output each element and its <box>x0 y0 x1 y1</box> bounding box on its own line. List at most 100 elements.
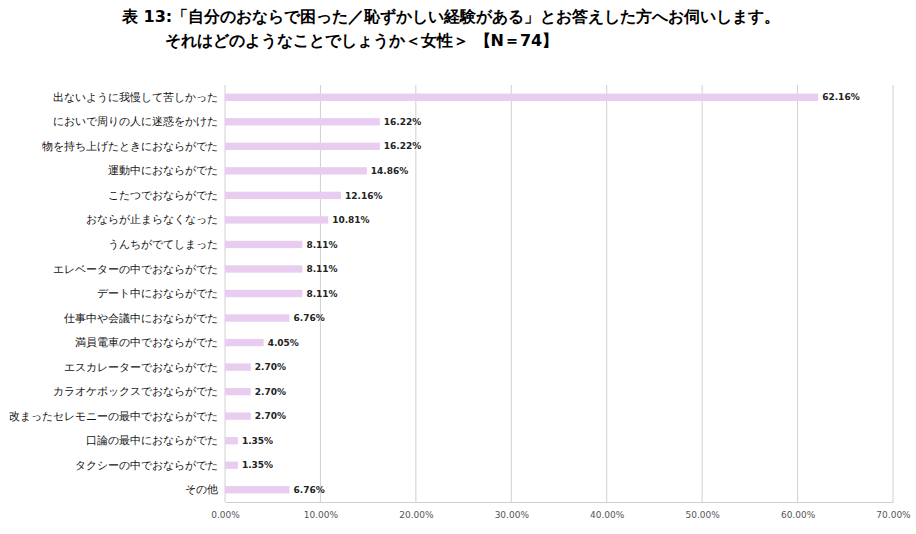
x-tick-label: 20.00% <box>399 510 434 520</box>
bars <box>225 94 818 494</box>
y-tick: 運動中におならがでた <box>108 164 225 177</box>
bar <box>225 167 367 174</box>
y-tick-label: デート中におならがでた <box>97 287 218 300</box>
title-line: それはどのようなことでしょうか＜女性＞ 【N＝74】 <box>165 31 558 50</box>
data-label: 12.16% <box>345 191 383 201</box>
bar <box>225 265 302 272</box>
data-label: 16.22% <box>384 117 422 127</box>
y-tick: デート中におならがでた <box>97 287 225 300</box>
data-label: 8.11% <box>306 240 337 250</box>
y-tick: カラオケボックスでおならがでた <box>53 385 225 398</box>
x-tick-label: 40.00% <box>590 510 625 520</box>
y-tick-label: こたつでおならがでた <box>108 189 218 202</box>
x-tick-label: 0.00% <box>211 510 240 520</box>
y-tick-label: 改まったセレモニーの最中でおならがでた <box>9 410 218 423</box>
x-tick-label: 10.00% <box>304 510 339 520</box>
bar <box>225 192 341 199</box>
y-tick: 満員電車の中でおならがでた <box>75 336 225 349</box>
data-label: 8.11% <box>306 264 337 274</box>
y-tick: エスカレーターでおならがでた <box>64 361 225 374</box>
data-label: 16.22% <box>384 141 422 151</box>
y-tick-label: エレベーターの中でおならがでた <box>53 262 218 275</box>
x-tick-label: 50.00% <box>685 510 720 520</box>
x-tick: 40.00% <box>590 502 625 520</box>
x-tick-label: 70.00% <box>876 510 911 520</box>
data-label: 62.16% <box>822 92 860 102</box>
y-tick-label: うんちがでてしまった <box>108 238 218 251</box>
y-tick: こたつでおならがでた <box>108 189 225 202</box>
x-axis: 0.00% 10.00% 20.00% 30.00% 40.00% 50.00% 60.00… <box>211 502 911 520</box>
data-label: 2.70% <box>255 362 286 372</box>
x-tick: 70.00% <box>876 502 911 520</box>
y-tick: タクシーの中でおならがでた <box>75 459 225 472</box>
grid-line <box>893 85 894 502</box>
y-tick-label: 物を持ち上げたときにおならがでた <box>42 140 218 153</box>
bar <box>225 363 251 370</box>
y-tick-label: 仕事中や会議中におならがでた <box>64 312 218 325</box>
plot: 62.16% 16.22% 16.22% 14.86% 12.16% 10.81% 8.11… <box>9 85 911 520</box>
y-tick-label: おならが止まらなくなった <box>86 213 218 226</box>
y-tick-label: その他 <box>185 483 218 496</box>
data-label: 1.35% <box>242 460 273 470</box>
data-label: 10.81% <box>332 215 370 225</box>
y-tick: 物を持ち上げたときにおならがでた <box>42 140 225 153</box>
data-label: 6.76% <box>294 313 325 323</box>
y-axis: 出ないように我慢して苦しかったにおいで周りの人に迷惑をかけた物を持ち上げたときに… <box>9 91 225 496</box>
bar <box>225 412 251 419</box>
grid-line <box>511 85 512 502</box>
y-tick-label: カラオケボックスでおならがでた <box>53 385 218 398</box>
bar <box>225 143 380 150</box>
data-label: 8.11% <box>306 289 337 299</box>
bar <box>225 462 238 469</box>
x-tick: 20.00% <box>399 502 434 520</box>
y-tick-label: においで周りの人に迷惑をかけた <box>53 115 218 128</box>
chart: 表 13:「自分のおならで困った／恥ずかしい経験がある」とお答えした方へお伺いし… <box>0 0 916 534</box>
data-label: 6.76% <box>294 485 325 495</box>
y-tick-label: タクシーの中でおならがでた <box>75 459 218 472</box>
x-tick-label: 60.00% <box>781 510 816 520</box>
y-tick-label: 口論の最中におならがでた <box>86 434 218 447</box>
data-labels: 62.16% 16.22% 16.22% 14.86% 12.16% 10.81% 8.11… <box>242 92 860 494</box>
x-tick: 50.00% <box>685 502 720 520</box>
x-tick: 60.00% <box>781 502 816 520</box>
x-tick-label: 30.00% <box>495 510 530 520</box>
grid <box>225 85 893 502</box>
y-tick: 口論の最中におならがでた <box>86 434 225 447</box>
y-tick: 仕事中や会議中におならがでた <box>64 312 225 325</box>
bar <box>225 94 818 101</box>
data-label: 1.35% <box>242 436 273 446</box>
bar <box>225 486 290 493</box>
x-tick: 30.00% <box>495 502 530 520</box>
x-axis-line <box>226 502 894 503</box>
x-tick: 10.00% <box>304 502 339 520</box>
bar <box>225 118 380 125</box>
data-label: 14.86% <box>371 166 409 176</box>
y-tick-label: 満員電車の中でおならがでた <box>75 336 218 349</box>
bar <box>225 339 264 346</box>
y-tick: 改まったセレモニーの最中でおならがでた <box>9 410 225 423</box>
bar <box>225 241 302 248</box>
y-tick-label: 出ないように我慢して苦しかった <box>53 91 218 104</box>
x-tick: 0.00% <box>211 502 240 520</box>
title-line: 表 13:「自分のおならで困った／恥ずかしい経験がある」とお答えした方へお伺いし… <box>121 7 780 26</box>
data-label: 4.05% <box>268 338 299 348</box>
bar <box>225 314 290 321</box>
grid-line <box>606 85 607 502</box>
bar <box>225 290 302 297</box>
bar <box>225 216 328 223</box>
bar <box>225 388 251 395</box>
y-tick: その他 <box>185 483 225 496</box>
y-tick: うんちがでてしまった <box>108 238 225 251</box>
data-label: 2.70% <box>255 411 286 421</box>
y-tick-label: エスカレーターでおならがでた <box>64 361 218 374</box>
bar <box>225 437 238 444</box>
y-tick-label: 運動中におならがでた <box>108 164 218 177</box>
y-tick: 出ないように我慢して苦しかった <box>53 91 225 104</box>
y-tick: おならが止まらなくなった <box>86 213 225 226</box>
y-tick: エレベーターの中でおならがでた <box>53 262 225 275</box>
data-label: 2.70% <box>255 387 286 397</box>
grid-line <box>797 85 798 502</box>
y-tick: においで周りの人に迷惑をかけた <box>53 115 225 128</box>
grid-line <box>702 85 703 502</box>
title: 表 13:「自分のおならで困った／恥ずかしい経験がある」とお答えした方へお伺いし… <box>121 7 780 50</box>
